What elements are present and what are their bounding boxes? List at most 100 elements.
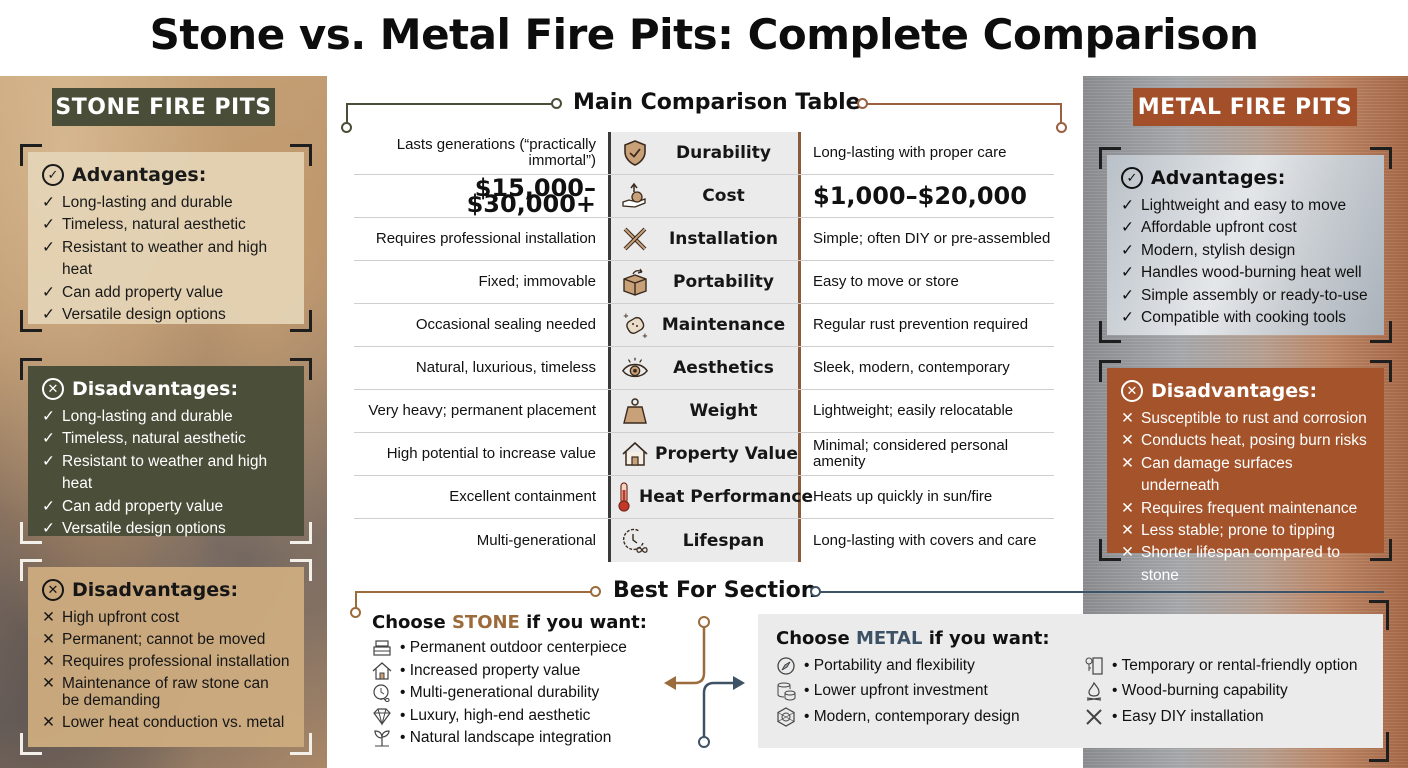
table-row: Very heavy; permanent placement Weight L… [354, 390, 1054, 433]
check-icon: ✓ [42, 520, 55, 538]
card-title: Advantages: [72, 164, 207, 186]
list-item: • Natural landscape integration [372, 727, 672, 750]
stone-cell: Requires professional installation [375, 230, 596, 247]
stone-advantages-card: ✓ Advantages: ✓ Long-lasting and durable ✓… [20, 144, 312, 332]
list-item: ✓ Resistant to weather and high heat [42, 237, 290, 282]
list-item: ✕ Maintenance of raw stone can be demandi… [42, 675, 269, 709]
x-icon: ✕ [1121, 432, 1134, 450]
check-icon: ✓ [1121, 197, 1134, 214]
metal-cell: $1,000–$20,000 [813, 182, 1027, 210]
list-item: • Portability and flexibility [776, 653, 1044, 679]
coins-icon [776, 681, 796, 701]
split-arrows-icon [664, 616, 745, 748]
check-icon: ✓ [1121, 241, 1134, 259]
connector-dot [341, 122, 352, 133]
check-icon: ✓ [42, 497, 55, 515]
connector-line [820, 591, 1384, 593]
list-item: ✓ Lightweight and easy to move [1121, 195, 1370, 217]
list-item: ✕ Requires professional installation [42, 651, 290, 673]
table-row: Multi-generational Lifespan Long-lasting… [354, 519, 1054, 562]
table-row: Lasts generations (“practically immortal… [354, 132, 1054, 175]
diamond-icon [372, 706, 392, 726]
list-item: ✕ Shorter lifespan compared to stone [1121, 542, 1370, 587]
stone-cell: High potential to increase value [386, 445, 596, 462]
card-title: Advantages: [1151, 167, 1286, 189]
list-item: ✓ Timeless, natural aesthetic [42, 214, 290, 236]
card-title: Disadvantages: [72, 579, 239, 601]
connector-dot [857, 98, 868, 109]
metal-cell: Sleek, modern, contemporary [813, 359, 1010, 376]
row-label: Portability [608, 261, 801, 303]
door-key-icon [1084, 656, 1104, 676]
list-item: • Modern, contemporary design [776, 704, 1044, 730]
stone-cell: Occasional sealing needed [415, 316, 596, 333]
money-hand-icon [621, 182, 649, 210]
best-for-title: Best For Section [613, 578, 817, 603]
row-label: Installation [608, 218, 801, 260]
stone-disadvantages-repeat-card: ✕ Disadvantages: ✓ Long-lasting and durabl… [20, 358, 312, 544]
list-item: • Increased property value [372, 660, 672, 683]
check-icon: ✓ [1121, 219, 1134, 237]
metal-disadvantages-card: ✕ Disadvantages: ✕ Susceptible to rust and… [1099, 360, 1392, 584]
stone-cell: Multi-generational [476, 531, 596, 549]
sponge-icon: + + [621, 311, 649, 339]
plant-icon [372, 728, 392, 748]
check-icon: ✓ [1121, 309, 1134, 327]
row-label: Cost [608, 175, 801, 217]
list-item: ✓ Compatible with cooking tools [1121, 307, 1370, 329]
list-item: ✓ Can add property value [42, 282, 290, 304]
check-icon: ✓ [42, 194, 55, 211]
x-icon: ✕ [1121, 522, 1134, 540]
list-item: ✕ Susceptible to rust and corrosion [1121, 408, 1370, 430]
connector-dot [551, 98, 562, 109]
check-icon: ✓ [42, 238, 55, 256]
list-item: ✓ Versatile design options [42, 304, 290, 326]
list-item: ✓ Handles wood-burning heat well [1121, 262, 1370, 284]
x-icon: ✕ [42, 609, 55, 626]
stone-disadvantages-card: ✕ Disadvantages: ✕ High upfront cost ✕ Perm… [20, 559, 312, 755]
shield-check-icon [621, 139, 649, 167]
check-icon: ✓ [1121, 264, 1134, 282]
table-row: Requires professional installation Insta… [354, 218, 1054, 261]
list-item: ✕ Requires frequent maintenance [1121, 498, 1370, 520]
check-icon: ✓ [1121, 286, 1134, 304]
list-item: • Multi-generational durability [372, 682, 672, 705]
table-row: Excellent containment Heat Performance H… [354, 476, 1054, 519]
check-icon: ✓ [42, 452, 55, 470]
geometric-design-icon [776, 707, 796, 727]
table-row: High potential to increase value Propert… [354, 433, 1054, 476]
choose-metal-panel: Choose METAL if you want: • Portability … [758, 600, 1389, 762]
check-circle-icon: ✓ [42, 164, 64, 186]
comparison-table: Lasts generations (“practically immortal… [354, 132, 1054, 562]
connector-dot [1056, 122, 1067, 133]
x-icon: ✕ [42, 714, 55, 731]
table-row: Natural, luxurious, timeless Aesthetics … [354, 347, 1054, 390]
eye-icon [621, 354, 649, 382]
connector-dot [590, 586, 601, 597]
row-label: Property Value [608, 433, 801, 475]
page-title: Stone vs. Metal Fire Pits: Complete Comp… [149, 10, 1259, 59]
choose-metal-heading: Choose METAL if you want: [776, 628, 1050, 649]
check-icon: ✓ [42, 430, 55, 448]
thermometer-icon [615, 482, 633, 512]
clock-infinity-icon [372, 683, 392, 703]
x-icon: ✕ [42, 675, 55, 692]
list-item: • Luxury, high-end aesthetic [372, 705, 672, 728]
list-item: ✓ Long-lasting and durable [42, 192, 290, 214]
list-item: • Easy DIY installation [1084, 704, 1358, 730]
x-icon: ✕ [42, 653, 55, 670]
row-label: Lifespan [608, 519, 801, 562]
compass-icon [776, 656, 796, 676]
stone-cell: Lasts generations (“practically immortal… [396, 136, 596, 169]
stone-cell: Natural, luxurious, timeless [415, 359, 596, 376]
check-icon: ✓ [42, 216, 55, 234]
table-row: $15,000–$30,000+ Cost $1,000–$20,000 [354, 175, 1054, 218]
card-title: Disadvantages: [1151, 380, 1318, 402]
metal-cell: Regular rust prevention required [813, 316, 1029, 333]
list-item: ✕ Less stable; prone to tipping [1121, 520, 1370, 542]
table-row: Occasional sealing needed + + Maintenance… [354, 304, 1054, 347]
check-icon: ✓ [42, 283, 55, 301]
house-icon [621, 440, 649, 468]
campfire-icon [1084, 681, 1104, 701]
list-item: • Permanent outdoor centerpiece [372, 637, 672, 660]
